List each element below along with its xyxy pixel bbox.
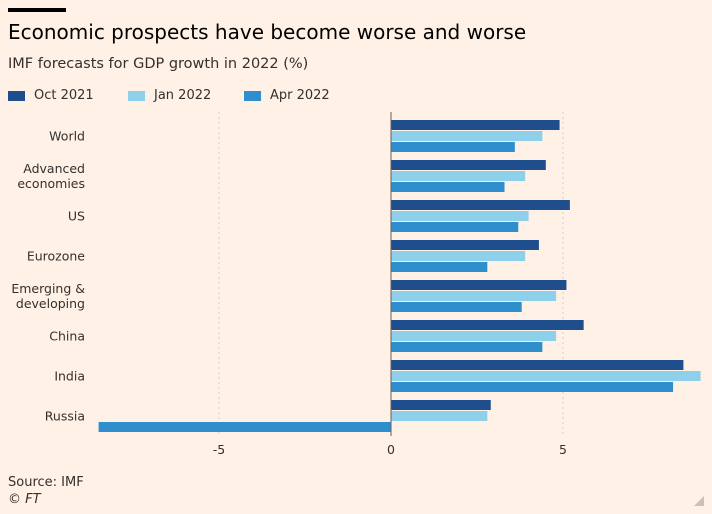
- bar-jan-2022: [391, 131, 543, 141]
- bar-jan-2022: [391, 251, 526, 261]
- chart-title: Economic prospects have become worse and…: [8, 20, 527, 44]
- bar-apr-2022: [391, 182, 505, 192]
- bar-oct-2021: [391, 120, 560, 130]
- legend-item-jan-2022: Jan 2022: [128, 86, 211, 106]
- top-rule: [8, 8, 66, 12]
- bar-oct-2021: [391, 200, 570, 210]
- x-tick-label: 0: [387, 442, 395, 457]
- legend-swatch: [8, 91, 25, 101]
- legend-item-oct-2021: Oct 2021: [8, 86, 94, 106]
- bar-jan-2022: [391, 371, 701, 381]
- category-label: US: [68, 209, 85, 224]
- bar-jan-2022: [391, 411, 488, 421]
- category-label: World: [49, 129, 85, 144]
- category-label: Advanced economies: [17, 161, 85, 191]
- bar-oct-2021: [391, 360, 684, 370]
- bar-apr-2022: [391, 342, 543, 352]
- resize-handle-icon: [694, 496, 704, 506]
- legend-item-apr-2022: Apr 2022: [244, 86, 330, 106]
- bar-oct-2021: [391, 240, 539, 250]
- bar-jan-2022: [391, 291, 557, 301]
- category-label: Eurozone: [27, 249, 85, 264]
- legend-swatch: [128, 91, 145, 101]
- ft-credit: © FT: [8, 492, 41, 507]
- legend-label: Jan 2022: [154, 88, 212, 103]
- category-label: Emerging & developing: [11, 281, 85, 311]
- bar-jan-2022: [391, 331, 557, 341]
- bar-oct-2021: [391, 400, 491, 410]
- bar-oct-2021: [391, 280, 567, 290]
- chart-subtitle: IMF forecasts for GDP growth in 2022 (%): [8, 56, 309, 72]
- bar-oct-2021: [391, 320, 584, 330]
- bar-apr-2022: [391, 222, 519, 232]
- x-tick-label: 5: [559, 442, 567, 457]
- bar-apr-2022: [391, 262, 488, 272]
- bar-apr-2022: [391, 302, 522, 312]
- category-label: China: [49, 329, 85, 344]
- source-note: Source: IMF: [8, 475, 84, 490]
- legend-label: Oct 2021: [34, 88, 94, 103]
- bar-jan-2022: [391, 211, 529, 221]
- bar-apr-2022: [391, 382, 674, 392]
- bar-apr-2022: [98, 422, 391, 432]
- legend: Oct 2021 Jan 2022 Apr 2022: [8, 86, 698, 106]
- legend-label: Apr 2022: [270, 88, 330, 103]
- bar-apr-2022: [391, 142, 515, 152]
- bar-oct-2021: [391, 160, 546, 170]
- bar-jan-2022: [391, 171, 526, 181]
- category-label: India: [54, 369, 85, 384]
- category-label: Russia: [45, 409, 85, 424]
- x-tick-label: -5: [213, 442, 225, 457]
- legend-swatch: [244, 91, 261, 101]
- bar-chart: World Advanced economies US Eurozone Emerging…: [11, 112, 701, 457]
